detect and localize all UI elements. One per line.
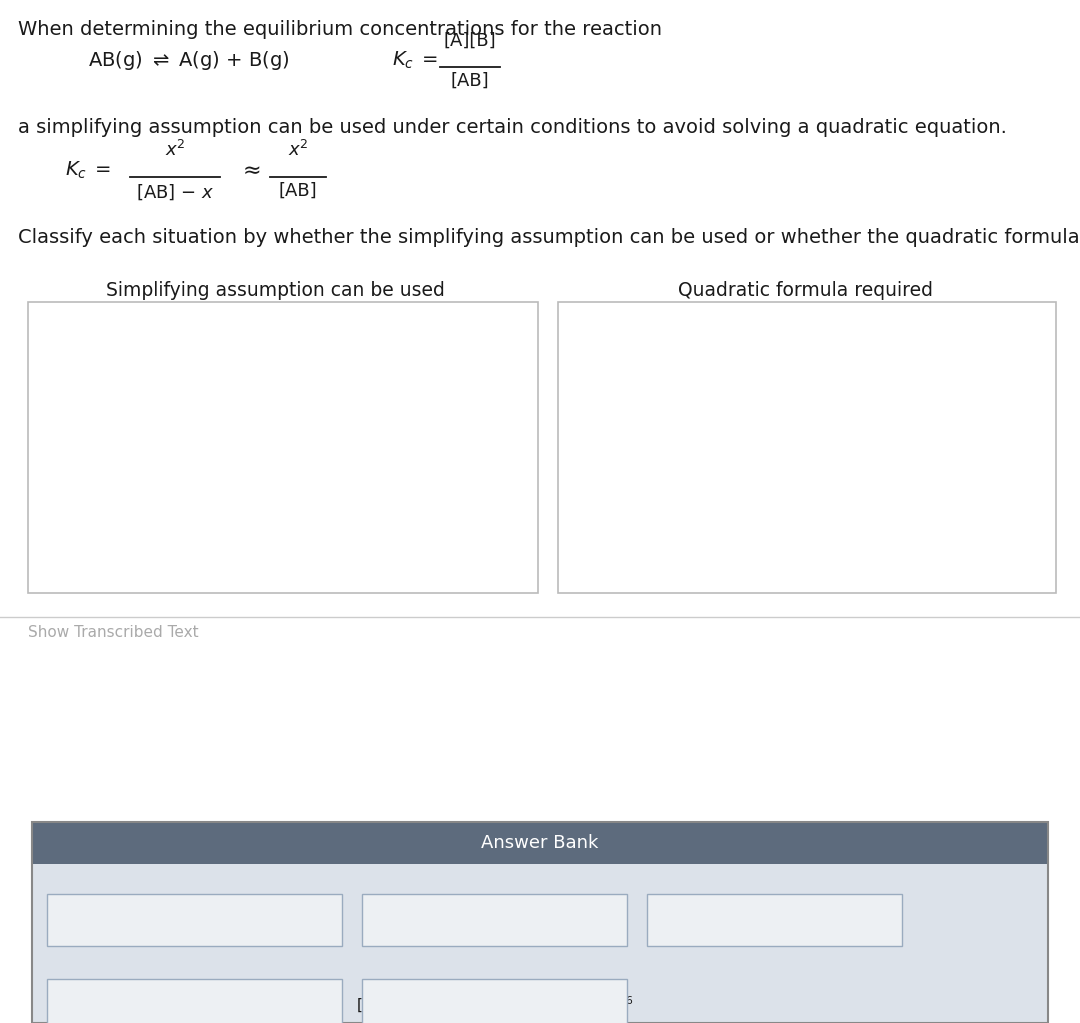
Bar bbox=[647, 894, 902, 946]
Text: AB(g) $\rightleftharpoons$ A(g) + B(g): AB(g) $\rightleftharpoons$ A(g) + B(g) bbox=[87, 48, 289, 72]
Bar bbox=[558, 302, 1056, 593]
Text: a simplifying assumption can be used under certain conditions to avoid solving a: a simplifying assumption can be used und… bbox=[18, 118, 1007, 137]
Text: $\approx$: $\approx$ bbox=[238, 160, 260, 180]
Text: $x^2$: $x^2$ bbox=[287, 140, 309, 160]
Text: Simplifying assumption can be used: Simplifying assumption can be used bbox=[106, 281, 445, 300]
Bar bbox=[362, 894, 627, 946]
Text: Show Transcribed Text: Show Transcribed Text bbox=[28, 625, 199, 640]
Bar bbox=[48, 894, 342, 946]
Text: [AB] = 0.241 M, $K_c$ = 4.50 $\times$ 10$^{-4}$: [AB] = 0.241 M, $K_c$ = 4.50 $\times$ 10… bbox=[366, 909, 623, 931]
Text: Classify each situation by whether the simplifying assumption can be used or whe: Classify each situation by whether the s… bbox=[18, 228, 1080, 247]
Text: [AB] $-$ $x$: [AB] $-$ $x$ bbox=[136, 182, 214, 202]
Bar bbox=[362, 979, 627, 1023]
Text: [AB] = 0.0334 M, $K_c$ = 1.07 $\times$ 10$^{-5}$: [AB] = 0.0334 M, $K_c$ = 1.07 $\times$ 1… bbox=[60, 909, 328, 931]
Text: [A][B]: [A][B] bbox=[444, 32, 497, 50]
Text: Quadratic formula required: Quadratic formula required bbox=[677, 281, 932, 300]
Text: $x^2$: $x^2$ bbox=[164, 140, 186, 160]
Text: $K_c\;=$: $K_c\;=$ bbox=[392, 49, 438, 71]
Text: When determining the equilibrium concentrations for the reaction: When determining the equilibrium concent… bbox=[18, 20, 662, 39]
Bar bbox=[48, 979, 342, 1023]
Bar bbox=[32, 864, 1048, 1023]
Text: [AB] = 0.268 M, $K_c$ = 2.13 $\times$ 10$^{-3}$: [AB] = 0.268 M, $K_c$ = 2.13 $\times$ 10… bbox=[646, 909, 903, 931]
Bar bbox=[32, 822, 1048, 864]
Text: [AB]: [AB] bbox=[279, 182, 318, 201]
Text: $K_c\;=$: $K_c\;=$ bbox=[65, 160, 111, 181]
Text: Answer Bank: Answer Bank bbox=[482, 834, 598, 852]
Bar bbox=[28, 302, 538, 593]
Text: [AB] = 0.00223 M, $K_c$ = 2.02 $\times$ 10$^{-6}$: [AB] = 0.00223 M, $K_c$ = 2.02 $\times$ … bbox=[355, 994, 634, 1016]
Text: [AB]: [AB] bbox=[450, 72, 489, 90]
Text: [AB] = 0.0359 M, $K_c$ = 0.000150: [AB] = 0.0359 M, $K_c$ = 0.000150 bbox=[70, 995, 319, 1014]
Bar bbox=[32, 822, 1048, 1023]
